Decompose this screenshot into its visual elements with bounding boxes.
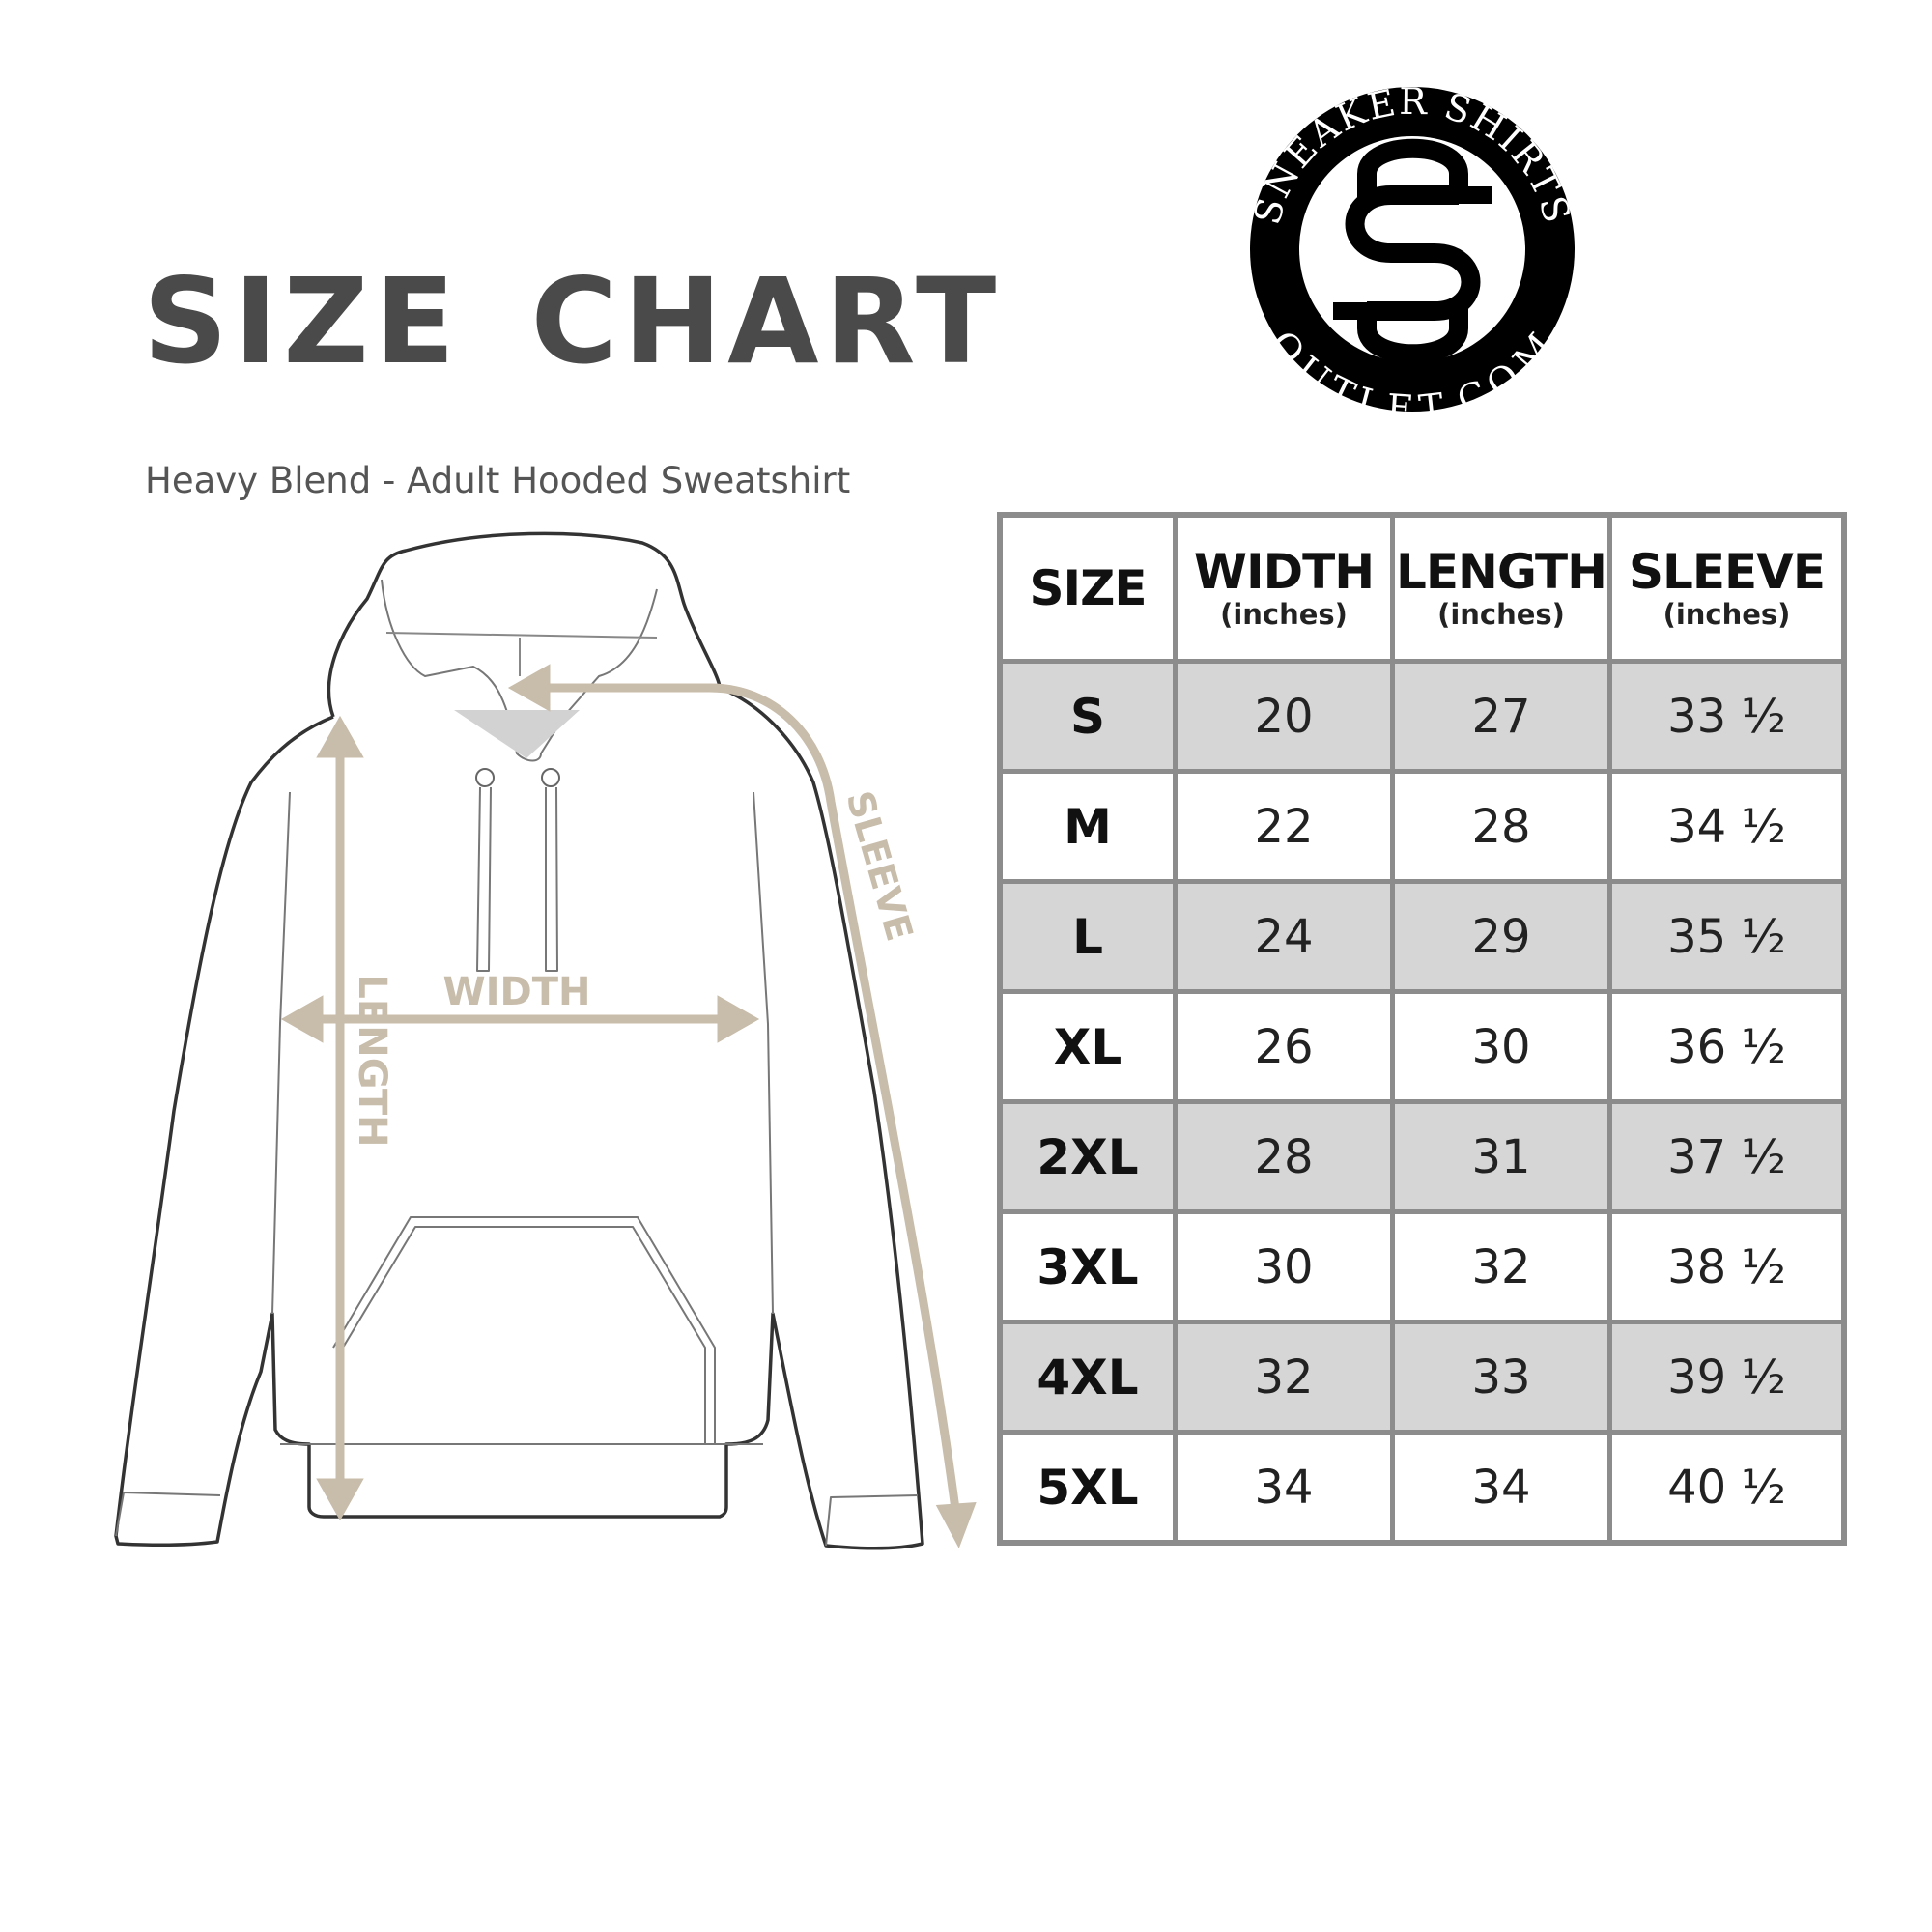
cell-length: 30 [1390,989,1612,1104]
cell-size: XL [997,989,1178,1104]
cell-length: 28 [1390,769,1612,884]
cell-length: 29 [1390,879,1612,994]
header-size: SIZE [997,512,1178,664]
table-row: S 20 27 33 ½ [997,659,1847,774]
table-row: 3XL 30 32 38 ½ [997,1209,1847,1324]
sleeve-arrowhead-end [935,1502,977,1548]
cell-width: 22 [1173,769,1395,884]
measurement-arrows [280,664,977,1548]
hoodie-outline [114,531,924,1550]
header-length: LENGTH (inches) [1390,512,1612,664]
cell-sleeve: 37 ½ [1607,1099,1847,1214]
cell-length: 27 [1390,659,1612,774]
header-width: WIDTH (inches) [1173,512,1395,664]
cell-length: 32 [1390,1209,1612,1324]
sleeve-arrowhead-start [507,664,551,712]
table-row: M 22 28 34 ½ [997,769,1847,884]
cell-length: 31 [1390,1099,1612,1214]
table-row: 2XL 28 31 37 ½ [997,1099,1847,1214]
width-arrowhead-left [280,995,324,1043]
page-title: SIZE CHART [143,253,1003,390]
width-label: WIDTH [443,970,591,1014]
cell-size: 5XL [997,1430,1178,1546]
cell-width: 34 [1173,1430,1395,1546]
size-table: SIZE WIDTH (inches) LENGTH (inches) SLEEVE… [997,512,1847,1546]
logo-monogram [1333,138,1492,364]
table-header-row: SIZE WIDTH (inches) LENGTH (inches) SLEEVE… [997,512,1847,664]
table-row: 5XL 34 34 40 ½ [997,1430,1847,1546]
table-row: 4XL 32 33 39 ½ [997,1320,1847,1435]
sleeve-arrow-line [531,683,961,1521]
header-sleeve: SLEEVE (inches) [1607,512,1847,664]
table-row: XL 26 30 36 ½ [997,989,1847,1104]
product-subtitle: Heavy Blend - Adult Hooded Sweatshirt [145,460,851,501]
brand-logo: SNEAKER SHIRTS OUTLET.COM [1246,80,1577,431]
cell-size: M [997,769,1178,884]
cell-width: 20 [1173,659,1395,774]
length-arrowhead-bottom [316,1478,364,1521]
cell-width: 26 [1173,989,1395,1104]
cell-size: 3XL [997,1209,1178,1324]
cell-width: 24 [1173,879,1395,994]
length-arrowhead-top [316,715,364,758]
width-arrowhead-right [717,995,760,1043]
cell-width: 30 [1173,1209,1395,1324]
cell-width: 32 [1173,1320,1395,1435]
length-label: LENGTH [350,974,394,1147]
cell-sleeve: 39 ½ [1607,1320,1847,1435]
cell-sleeve: 38 ½ [1607,1209,1847,1324]
cell-size: L [997,879,1178,994]
cell-width: 28 [1173,1099,1395,1214]
cell-size: 2XL [997,1099,1178,1214]
cell-sleeve: 40 ½ [1607,1430,1847,1546]
cell-sleeve: 33 ½ [1607,659,1847,774]
cell-length: 33 [1390,1320,1612,1435]
cell-length: 34 [1390,1430,1612,1546]
cell-size: 4XL [997,1320,1178,1435]
table-row: L 24 29 35 ½ [997,879,1847,994]
cell-sleeve: 35 ½ [1607,879,1847,994]
cell-sleeve: 36 ½ [1607,989,1847,1104]
cell-size: S [997,659,1178,774]
cell-sleeve: 34 ½ [1607,769,1847,884]
